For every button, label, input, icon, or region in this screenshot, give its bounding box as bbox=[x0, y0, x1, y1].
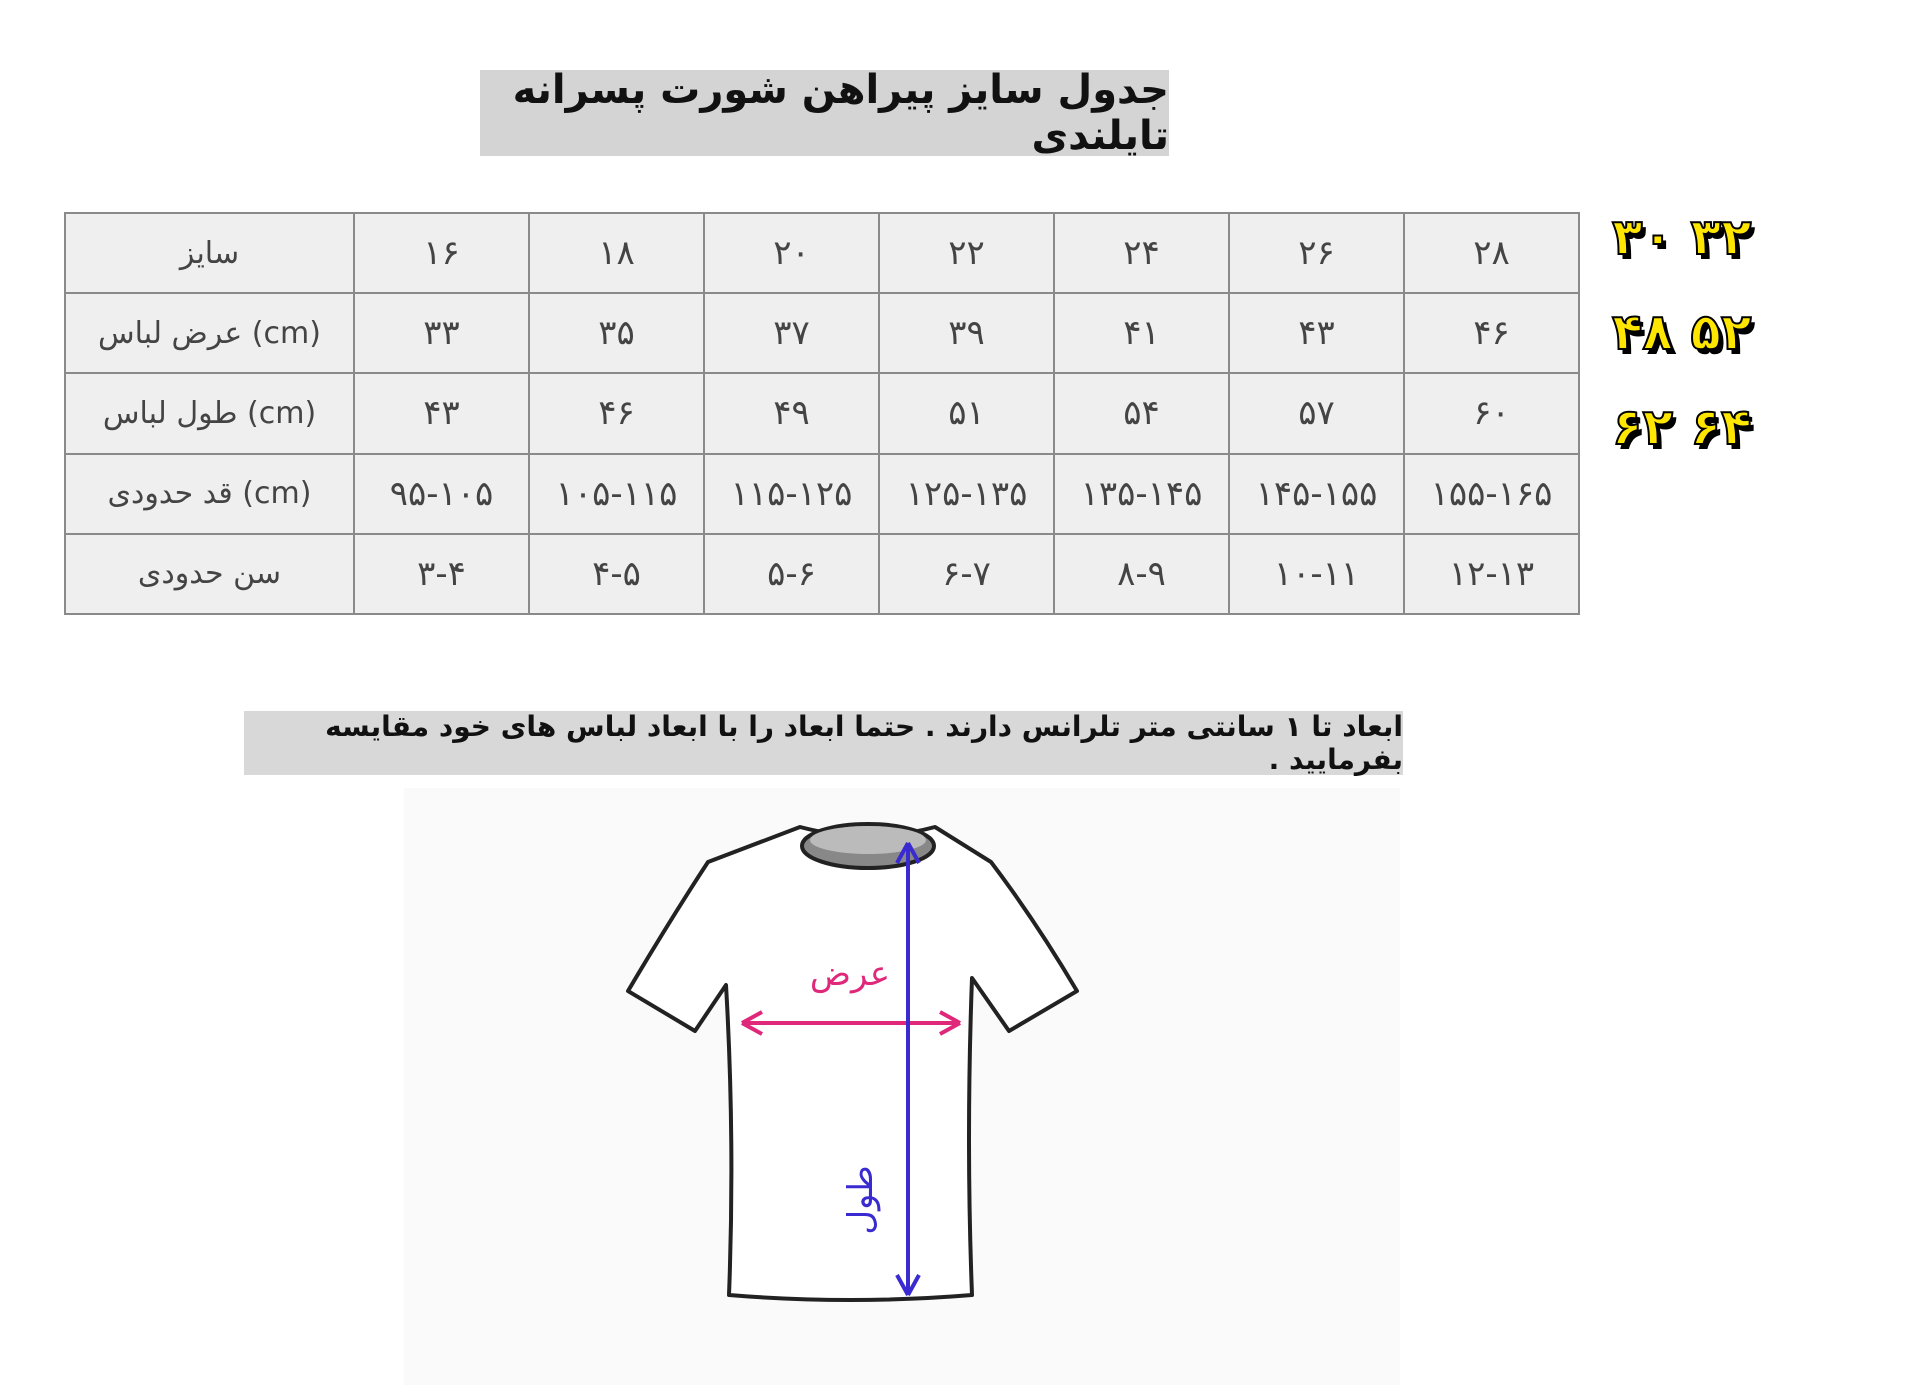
table-cell: ۴۱ bbox=[1053, 292, 1230, 375]
row-label: (cm) عرض لباس bbox=[64, 292, 355, 375]
table-cell: ۵۴ bbox=[1053, 372, 1230, 455]
table-cell: ۲۶ bbox=[1228, 211, 1405, 295]
table-cell: ۱۴۵-۱۵۵ bbox=[1228, 452, 1405, 535]
width-label: عرض bbox=[810, 954, 890, 994]
length-label: طول bbox=[841, 1165, 881, 1234]
table-cell: ۴-۵ bbox=[528, 532, 705, 616]
table-cell: ۶-۷ bbox=[878, 532, 1055, 616]
extra-sizes-row-3: ۶۲ ۶۴ bbox=[1611, 397, 1752, 457]
table-cell: ۶۰ bbox=[1403, 372, 1580, 455]
table-cell: ۴۶ bbox=[1403, 292, 1580, 375]
table-cell: ۱۱۵-۱۲۵ bbox=[703, 452, 880, 535]
table-row: (cm) قد حدودی ۹۵-۱۰۵ ۱۰۵-۱۱۵ ۱۱۵-۱۲۵ ۱۲۵-۱۳۵… bbox=[64, 452, 1580, 535]
table-row: (cm) طول لباس ۴۳ ۴۶ ۴۹ ۵۱ ۵۴ ۵۷ ۶۰ bbox=[64, 372, 1580, 455]
table-cell: ۱۲-۱۳ bbox=[1403, 532, 1580, 616]
table-cell: ۴۶ bbox=[528, 372, 705, 455]
table-cell: ۳۹ bbox=[878, 292, 1055, 375]
table-cell: ۲۸ bbox=[1403, 211, 1580, 295]
table-cell: ۳۵ bbox=[528, 292, 705, 375]
table-cell: ۵۱ bbox=[878, 372, 1055, 455]
extra-sizes-row-2: ۴۸ ۵۲ bbox=[1611, 302, 1752, 362]
table-cell: ۴۹ bbox=[703, 372, 880, 455]
table-row: (cm) عرض لباس ۳۳ ۳۵ ۳۷ ۳۹ ۴۱ ۴۳ ۴۶ bbox=[64, 292, 1580, 375]
size-table: سایز ۱۶ ۱۸ ۲۰ ۲۲ ۲۴ ۲۶ ۲۸ (cm) عرض لباس ۳۳ ۳۵ ۳۷ ۳۹ ۴… bbox=[64, 211, 1580, 616]
table-cell: ۸-۹ bbox=[1053, 532, 1230, 616]
table-cell: ۳۷ bbox=[703, 292, 880, 375]
table-cell: ۱۲۵-۱۳۵ bbox=[878, 452, 1055, 535]
table-cell: ۱۵۵-۱۶۵ bbox=[1403, 452, 1580, 535]
table-cell: ۳۳ bbox=[353, 292, 530, 375]
width-arrow-left-head bbox=[741, 1010, 763, 1036]
table-cell: ۵-۶ bbox=[703, 532, 880, 616]
length-arrow-bottom-head bbox=[895, 1274, 921, 1296]
table-cell: ۱۰-۱۱ bbox=[1228, 532, 1405, 616]
table-cell: ۹۵-۱۰۵ bbox=[353, 452, 530, 535]
table-cell: ۱۳۵-۱۴۵ bbox=[1053, 452, 1230, 535]
table-cell: ۱۸ bbox=[528, 211, 705, 295]
table-cell: ۲۰ bbox=[703, 211, 880, 295]
tshirt-outline bbox=[626, 825, 1079, 1302]
table-row: سایز ۱۶ ۱۸ ۲۰ ۲۲ ۲۴ ۲۶ ۲۸ bbox=[64, 211, 1580, 295]
table-cell: ۱۰۵-۱۱۵ bbox=[528, 452, 705, 535]
table-cell: ۵۷ bbox=[1228, 372, 1405, 455]
table-cell: ۱۶ bbox=[353, 211, 530, 295]
table-row: سن حدودی ۳-۴ ۴-۵ ۵-۶ ۶-۷ ۸-۹ ۱۰-۱۱ ۱۲-۱۳ bbox=[64, 532, 1580, 616]
table-cell: ۴۳ bbox=[1228, 292, 1405, 375]
row-label: (cm) قد حدودی bbox=[64, 452, 355, 535]
row-label: سن حدودی bbox=[64, 532, 355, 616]
table-cell: ۴۳ bbox=[353, 372, 530, 455]
row-label: (cm) طول لباس bbox=[64, 372, 355, 455]
width-arrow-right-head bbox=[939, 1010, 961, 1036]
table-cell: ۳-۴ bbox=[353, 532, 530, 616]
length-arrow-top-head bbox=[895, 842, 921, 864]
tolerance-note: ابعاد تا ۱ سانتی متر تلرانس دارند . حتما… bbox=[244, 710, 1403, 776]
row-label: سایز bbox=[64, 211, 355, 295]
table-cell: ۲۴ bbox=[1053, 211, 1230, 295]
page-title: جدول سایز پیراهن شورت پسرانه تایلندی bbox=[480, 67, 1169, 159]
extra-sizes-row-1: ۳۰ ۳۲ bbox=[1611, 207, 1752, 267]
table-cell: ۲۲ bbox=[878, 211, 1055, 295]
